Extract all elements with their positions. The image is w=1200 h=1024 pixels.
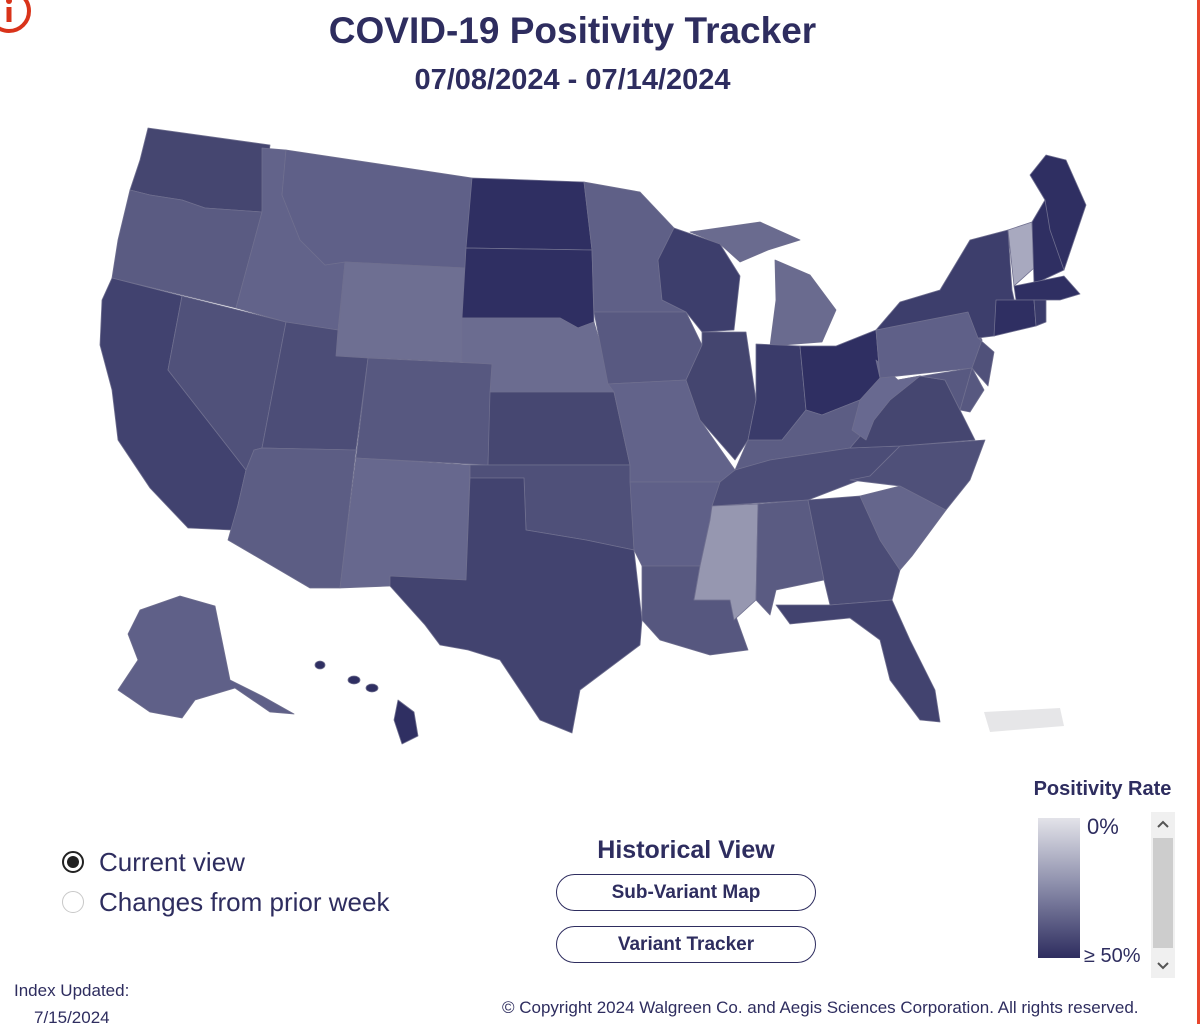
radio-changes-prior-week[interactable] (62, 891, 84, 913)
right-edge-border (1197, 0, 1200, 1024)
state-IA[interactable] (593, 311, 703, 385)
info-icon[interactable] (0, 0, 32, 34)
state-IL[interactable] (685, 331, 757, 461)
scroll-thumb[interactable] (1153, 838, 1173, 948)
state-AZ[interactable] (227, 447, 357, 589)
legend-scrollbar[interactable] (1151, 812, 1175, 978)
state-NJ[interactable] (971, 337, 995, 387)
index-updated-label: Index Updated: (14, 981, 130, 1000)
state-MT[interactable] (281, 149, 473, 269)
index-date-clip: 7/15/2024 (34, 1006, 110, 1024)
state-NY[interactable] (875, 229, 1021, 339)
variant-tracker-button[interactable]: Variant Tracker (556, 926, 816, 963)
state-DE[interactable] (959, 367, 985, 413)
state-RI[interactable] (1033, 299, 1047, 327)
view-changes-option[interactable]: Changes from prior week (62, 882, 389, 922)
view-toggle: Current view Changes from prior week (62, 842, 389, 922)
date-range: 07/08/2024 - 07/14/2024 (414, 64, 731, 96)
legend-max-label-clip: ≥ 50% (1084, 946, 1144, 974)
index-updated-date: 7/15/2024 (34, 1008, 110, 1024)
state-SD[interactable] (461, 247, 595, 329)
legend-min-label: 0% (1087, 814, 1119, 839)
state-AK[interactable] (117, 595, 295, 719)
state-WV[interactable] (851, 359, 921, 441)
state-VT[interactable] (1007, 221, 1035, 287)
state-WY[interactable] (335, 261, 467, 363)
legend-gradient-bar (1038, 818, 1080, 958)
legend-title: Positivity Rate (1033, 778, 1172, 800)
radio-changes-label: Changes from prior week (99, 886, 390, 917)
state-TX[interactable] (389, 477, 643, 734)
historical-view-title: Historical View (597, 836, 775, 864)
sub-variant-map-button[interactable]: Sub-Variant Map (556, 874, 816, 911)
legend-max-label: ≥ 50% (1084, 946, 1141, 967)
state-CT[interactable] (993, 299, 1037, 337)
radio-current-view-label: Current view (99, 846, 245, 877)
state-NM[interactable] (339, 457, 471, 589)
us-map (99, 127, 1087, 745)
state-ND[interactable] (465, 177, 593, 251)
radio-current-view[interactable] (62, 851, 84, 873)
copyright-text: © Copyright 2024 Walgreen Co. and Aegis … (502, 998, 1139, 1017)
state-FL[interactable] (775, 599, 941, 723)
state-MA[interactable] (1013, 275, 1081, 301)
state-HI[interactable] (314, 660, 419, 745)
territory-PR[interactable] (984, 708, 1064, 732)
scroll-down-icon[interactable] (1151, 954, 1175, 978)
state-ME[interactable] (1029, 154, 1087, 271)
view-current-option[interactable]: Current view (62, 842, 389, 882)
page-title: COVID-19 Positivity Tracker (328, 10, 817, 51)
state-MD[interactable] (897, 367, 973, 411)
state-CO[interactable] (355, 357, 493, 466)
state-KS[interactable] (487, 391, 631, 466)
scroll-up-icon[interactable] (1151, 812, 1175, 836)
state-MI[interactable] (689, 221, 837, 347)
